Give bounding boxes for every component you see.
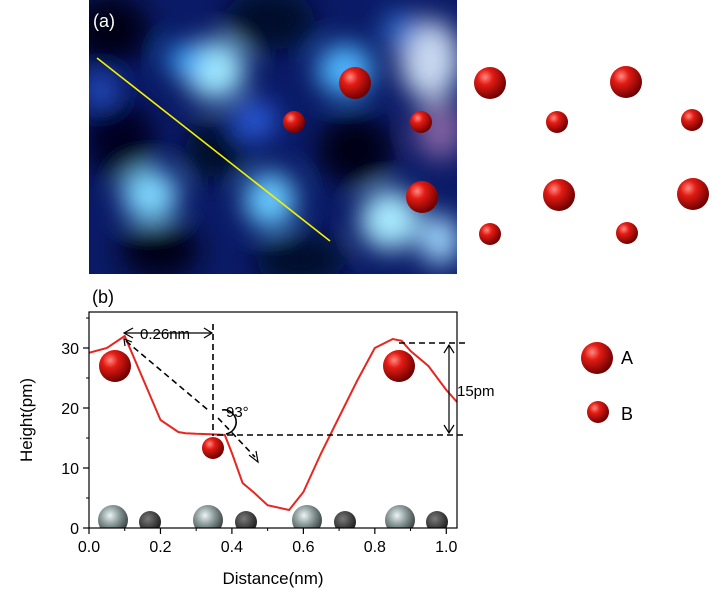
- legend-label-a: A: [621, 348, 633, 368]
- plot-frame: [88, 311, 458, 529]
- annotation-guides: [124, 324, 465, 458]
- substrate-atom: [292, 505, 322, 528]
- profile-atom-b: [202, 437, 224, 459]
- y-axis-label: Height(pm): [17, 378, 36, 462]
- legend-symbol-a: [581, 342, 613, 374]
- height-diff-annotation: 15pm: [457, 383, 495, 400]
- substrate-atoms: [98, 505, 448, 528]
- legend-label-b: B: [621, 404, 633, 424]
- x-tick-label: 0.2: [149, 539, 171, 556]
- atom-b: [283, 111, 305, 133]
- x-tick-label: 0.4: [221, 539, 243, 556]
- panel-a-label: (a): [93, 11, 115, 31]
- atom-a: [543, 179, 575, 211]
- x-tick-label: 0.0: [78, 539, 100, 556]
- atom-b: [479, 223, 501, 245]
- atom-a: [339, 67, 371, 99]
- legend: A B: [581, 342, 633, 424]
- atom-b: [681, 109, 703, 131]
- angle-annotation: 93°: [226, 404, 249, 421]
- substrate-atom: [426, 511, 448, 528]
- x-axis: 0.0 0.2 0.4 0.6 0.8 1.0: [78, 528, 458, 556]
- substrate-atom: [334, 511, 356, 528]
- substrate-atom: [193, 505, 223, 528]
- substrate-atom: [385, 505, 415, 528]
- panel-b-label: (b): [92, 287, 114, 307]
- atom-a: [610, 66, 642, 98]
- series-line: [89, 334, 457, 512]
- atom-a: [406, 181, 438, 213]
- x-tick-label: 1.0: [435, 539, 457, 556]
- x-tick-label: 0.6: [292, 539, 314, 556]
- y-axis: 0 10 20 30: [61, 317, 89, 538]
- y-tick-label: 0: [70, 521, 79, 538]
- atom-a: [677, 178, 709, 210]
- scan-line: [96, 57, 331, 242]
- y-tick-label: 20: [61, 401, 79, 418]
- atom-lattice-model: [283, 66, 709, 245]
- distance-annotation: 0.26nm: [140, 326, 190, 343]
- atom-b: [616, 222, 638, 244]
- profile-atom-a: [99, 350, 131, 382]
- x-tick-label: 0.8: [364, 539, 386, 556]
- legend-symbol-b: [587, 401, 609, 423]
- profile-atom-a: [383, 350, 415, 382]
- x-axis-label: Distance(nm): [222, 569, 323, 588]
- substrate-atom: [98, 505, 128, 528]
- atom-a: [474, 67, 506, 99]
- atom-b: [546, 111, 568, 133]
- y-tick-label: 10: [61, 461, 79, 478]
- y-tick-label: 30: [61, 341, 79, 358]
- arrowheads: [122, 327, 455, 464]
- substrate-atom: [235, 511, 257, 528]
- stm-image: [89, 0, 457, 274]
- atom-b: [410, 111, 432, 133]
- substrate-atom: [139, 511, 161, 528]
